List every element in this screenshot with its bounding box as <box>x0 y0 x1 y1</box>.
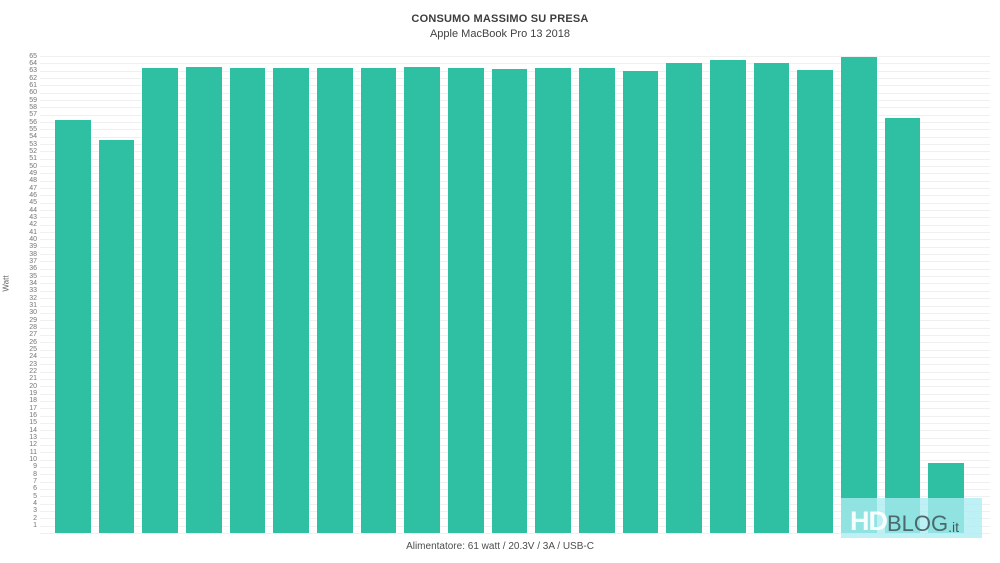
y-tick-label: 30 <box>29 309 37 317</box>
y-tick-label: 44 <box>29 206 37 214</box>
y-tick-label: 15 <box>29 419 37 427</box>
y-tick-label: 17 <box>29 404 37 412</box>
bar <box>709 59 746 533</box>
y-tick-label: 7 <box>33 478 37 486</box>
hdblog-watermark: HD BLOG .it <box>841 498 982 538</box>
plot-area <box>40 56 990 534</box>
y-tick-label: 11 <box>29 448 37 456</box>
bar <box>535 68 571 533</box>
gridline <box>40 56 990 57</box>
y-tick-label: 51 <box>29 155 37 163</box>
y-tick-label: 33 <box>29 287 37 295</box>
y-tick-label: 47 <box>29 184 37 192</box>
y-tick-label: 61 <box>29 81 37 89</box>
y-tick-label: 6 <box>33 485 37 493</box>
bar <box>98 139 135 533</box>
y-tick-label: 48 <box>29 177 37 185</box>
y-tick-label: 41 <box>29 228 37 236</box>
chart-caption: Alimentatore: 61 watt / 20.3V / 3A / USB… <box>406 541 594 552</box>
y-tick-label: 59 <box>29 96 37 104</box>
y-tick-label: 4 <box>33 500 37 508</box>
y-tick-label: 28 <box>29 324 37 332</box>
y-tick-label: 38 <box>29 250 37 258</box>
y-tick-label: 14 <box>29 426 37 434</box>
watermark-hd-text: HD <box>850 506 888 536</box>
y-tick-label: 2 <box>33 514 37 522</box>
y-tick-label: 54 <box>29 133 37 141</box>
y-tick-label: 53 <box>29 140 37 148</box>
y-tick-label: 9 <box>33 463 37 471</box>
y-tick-label: 32 <box>29 294 37 302</box>
y-tick-label: 45 <box>29 199 37 207</box>
bar <box>360 67 397 533</box>
y-tick-label: 42 <box>29 221 37 229</box>
bar <box>840 57 877 533</box>
watermark-it-text: .it <box>948 519 960 535</box>
y-tick-label: 25 <box>29 346 37 354</box>
y-axis-tick-labels: 1 2 3 4 5 6 7 8 9 10 11 12 13 14 15 16 17 18 19 20 21 22 23 24 2… <box>0 52 37 533</box>
y-tick-label: 19 <box>29 390 37 398</box>
y-tick-label: 43 <box>29 213 37 221</box>
y-tick-label: 55 <box>29 125 37 133</box>
bar <box>185 67 222 533</box>
y-tick-label: 52 <box>29 147 37 155</box>
bar <box>753 62 790 533</box>
bar <box>578 68 615 533</box>
y-tick-label: 18 <box>29 397 37 405</box>
y-tick-label: 39 <box>29 243 37 251</box>
y-tick-label: 29 <box>29 316 37 324</box>
bar <box>55 119 91 533</box>
y-tick-label: 49 <box>29 169 37 177</box>
bar <box>884 118 921 533</box>
y-tick-label: 50 <box>29 162 37 170</box>
y-tick-label: 13 <box>29 434 37 442</box>
chart-title: CONSUMO MASSIMO SU PRESA <box>411 13 589 25</box>
y-tick-label: 58 <box>29 103 37 111</box>
y-tick-label: 8 <box>33 470 37 478</box>
y-tick-label: 46 <box>29 191 37 199</box>
y-tick-label: 60 <box>29 89 37 97</box>
bar <box>491 69 528 533</box>
y-tick-label: 36 <box>29 265 37 273</box>
y-tick-label: 27 <box>29 331 37 339</box>
y-tick-label: 16 <box>29 412 37 420</box>
bar <box>316 68 353 533</box>
y-tick-label: 3 <box>33 507 37 515</box>
y-tick-label: 20 <box>29 382 37 390</box>
y-tick-label: 65 <box>29 52 37 60</box>
bar <box>797 69 833 533</box>
bar <box>622 70 659 533</box>
y-tick-label: 62 <box>29 74 37 82</box>
y-tick-label: 64 <box>29 59 37 67</box>
y-tick-label: 5 <box>33 492 37 500</box>
gridline <box>40 533 990 534</box>
y-tick-label: 57 <box>29 111 37 119</box>
y-tick-label: 40 <box>29 235 37 243</box>
y-tick-label: 22 <box>29 368 37 376</box>
bar <box>229 67 266 533</box>
y-tick-label: 63 <box>29 67 37 75</box>
y-tick-label: 26 <box>29 338 37 346</box>
bar <box>142 68 178 533</box>
chart-subtitle: Apple MacBook Pro 13 2018 <box>429 28 571 40</box>
y-tick-label: 56 <box>29 118 37 126</box>
watermark-blog-text: BLOG <box>887 511 949 536</box>
bar <box>447 68 484 533</box>
y-tick-label: 1 <box>33 522 37 530</box>
y-tick-label: 37 <box>29 257 37 265</box>
y-tick-label: 21 <box>29 375 37 383</box>
y-tick-label: 12 <box>29 441 37 449</box>
bar <box>273 67 309 533</box>
y-tick-label: 35 <box>29 272 37 280</box>
y-tick-label: 34 <box>29 279 37 287</box>
y-tick-label: 31 <box>29 302 37 309</box>
bar <box>666 63 702 533</box>
gridline <box>40 63 990 65</box>
y-tick-label: 10 <box>29 456 37 464</box>
y-tick-label: 24 <box>29 353 37 361</box>
bar <box>404 67 440 533</box>
y-tick-label: 23 <box>29 360 37 368</box>
